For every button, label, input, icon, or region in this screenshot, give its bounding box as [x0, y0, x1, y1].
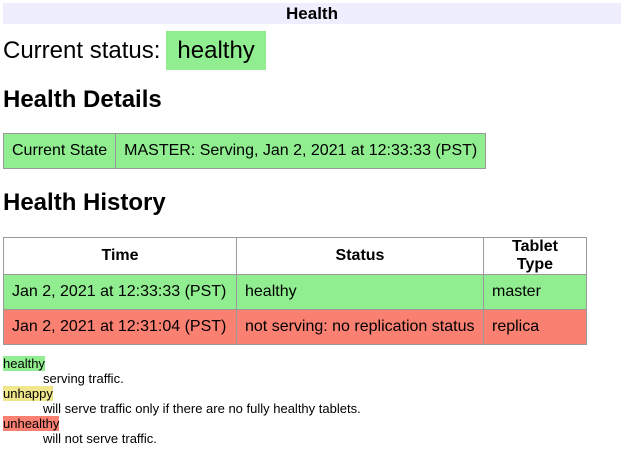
current-status-label: Current status:: [3, 37, 161, 64]
legend-term-unhealthy: unhealthy: [3, 416, 60, 431]
cell-tablet-type: replica: [483, 309, 587, 345]
status-badge: healthy: [166, 31, 266, 70]
table-header: Time Status Tablet Type: [3, 237, 587, 275]
health-history-heading: Health History: [3, 189, 166, 216]
legend-def: will not serve traffic.: [43, 431, 157, 446]
cell-status: healthy: [236, 274, 484, 310]
legend: healthy serving traffic. unhappy will se…: [3, 356, 361, 446]
history-table: Time Status Tablet Type Jan 2, 2021 at 1…: [3, 237, 587, 345]
column-header-time: Time: [3, 237, 237, 275]
table-row: Jan 2, 2021 at 12:31:04 (PST) not servin…: [3, 309, 587, 345]
details-table: Current State MASTER: Serving, Jan 2, 20…: [2, 133, 487, 169]
details-key: Current State: [2, 133, 117, 169]
column-header-tablet-type: Tablet Type: [483, 237, 587, 275]
legend-term-healthy: healthy: [3, 356, 45, 371]
legend-term-unhappy: unhappy: [3, 386, 53, 401]
cell-time: Jan 2, 2021 at 12:31:04 (PST): [3, 309, 237, 345]
table-row: Current State MASTER: Serving, Jan 2, 20…: [2, 133, 487, 169]
current-status: Current status: healthy: [3, 31, 266, 70]
health-details-heading: Health Details: [3, 86, 162, 113]
cell-status: not serving: no replication status: [236, 309, 484, 345]
cell-tablet-type: master: [483, 274, 587, 310]
column-header-status: Status: [236, 237, 484, 275]
cell-time: Jan 2, 2021 at 12:33:33 (PST): [3, 274, 237, 310]
details-value: MASTER: Serving, Jan 2, 2021 at 12:33:33…: [115, 133, 487, 169]
legend-def: serving traffic.: [43, 371, 124, 386]
legend-def: will serve traffic only if there are no …: [43, 401, 361, 416]
table-row: Jan 2, 2021 at 12:33:33 (PST) healthy ma…: [3, 274, 587, 310]
page-title: Health: [3, 3, 621, 24]
